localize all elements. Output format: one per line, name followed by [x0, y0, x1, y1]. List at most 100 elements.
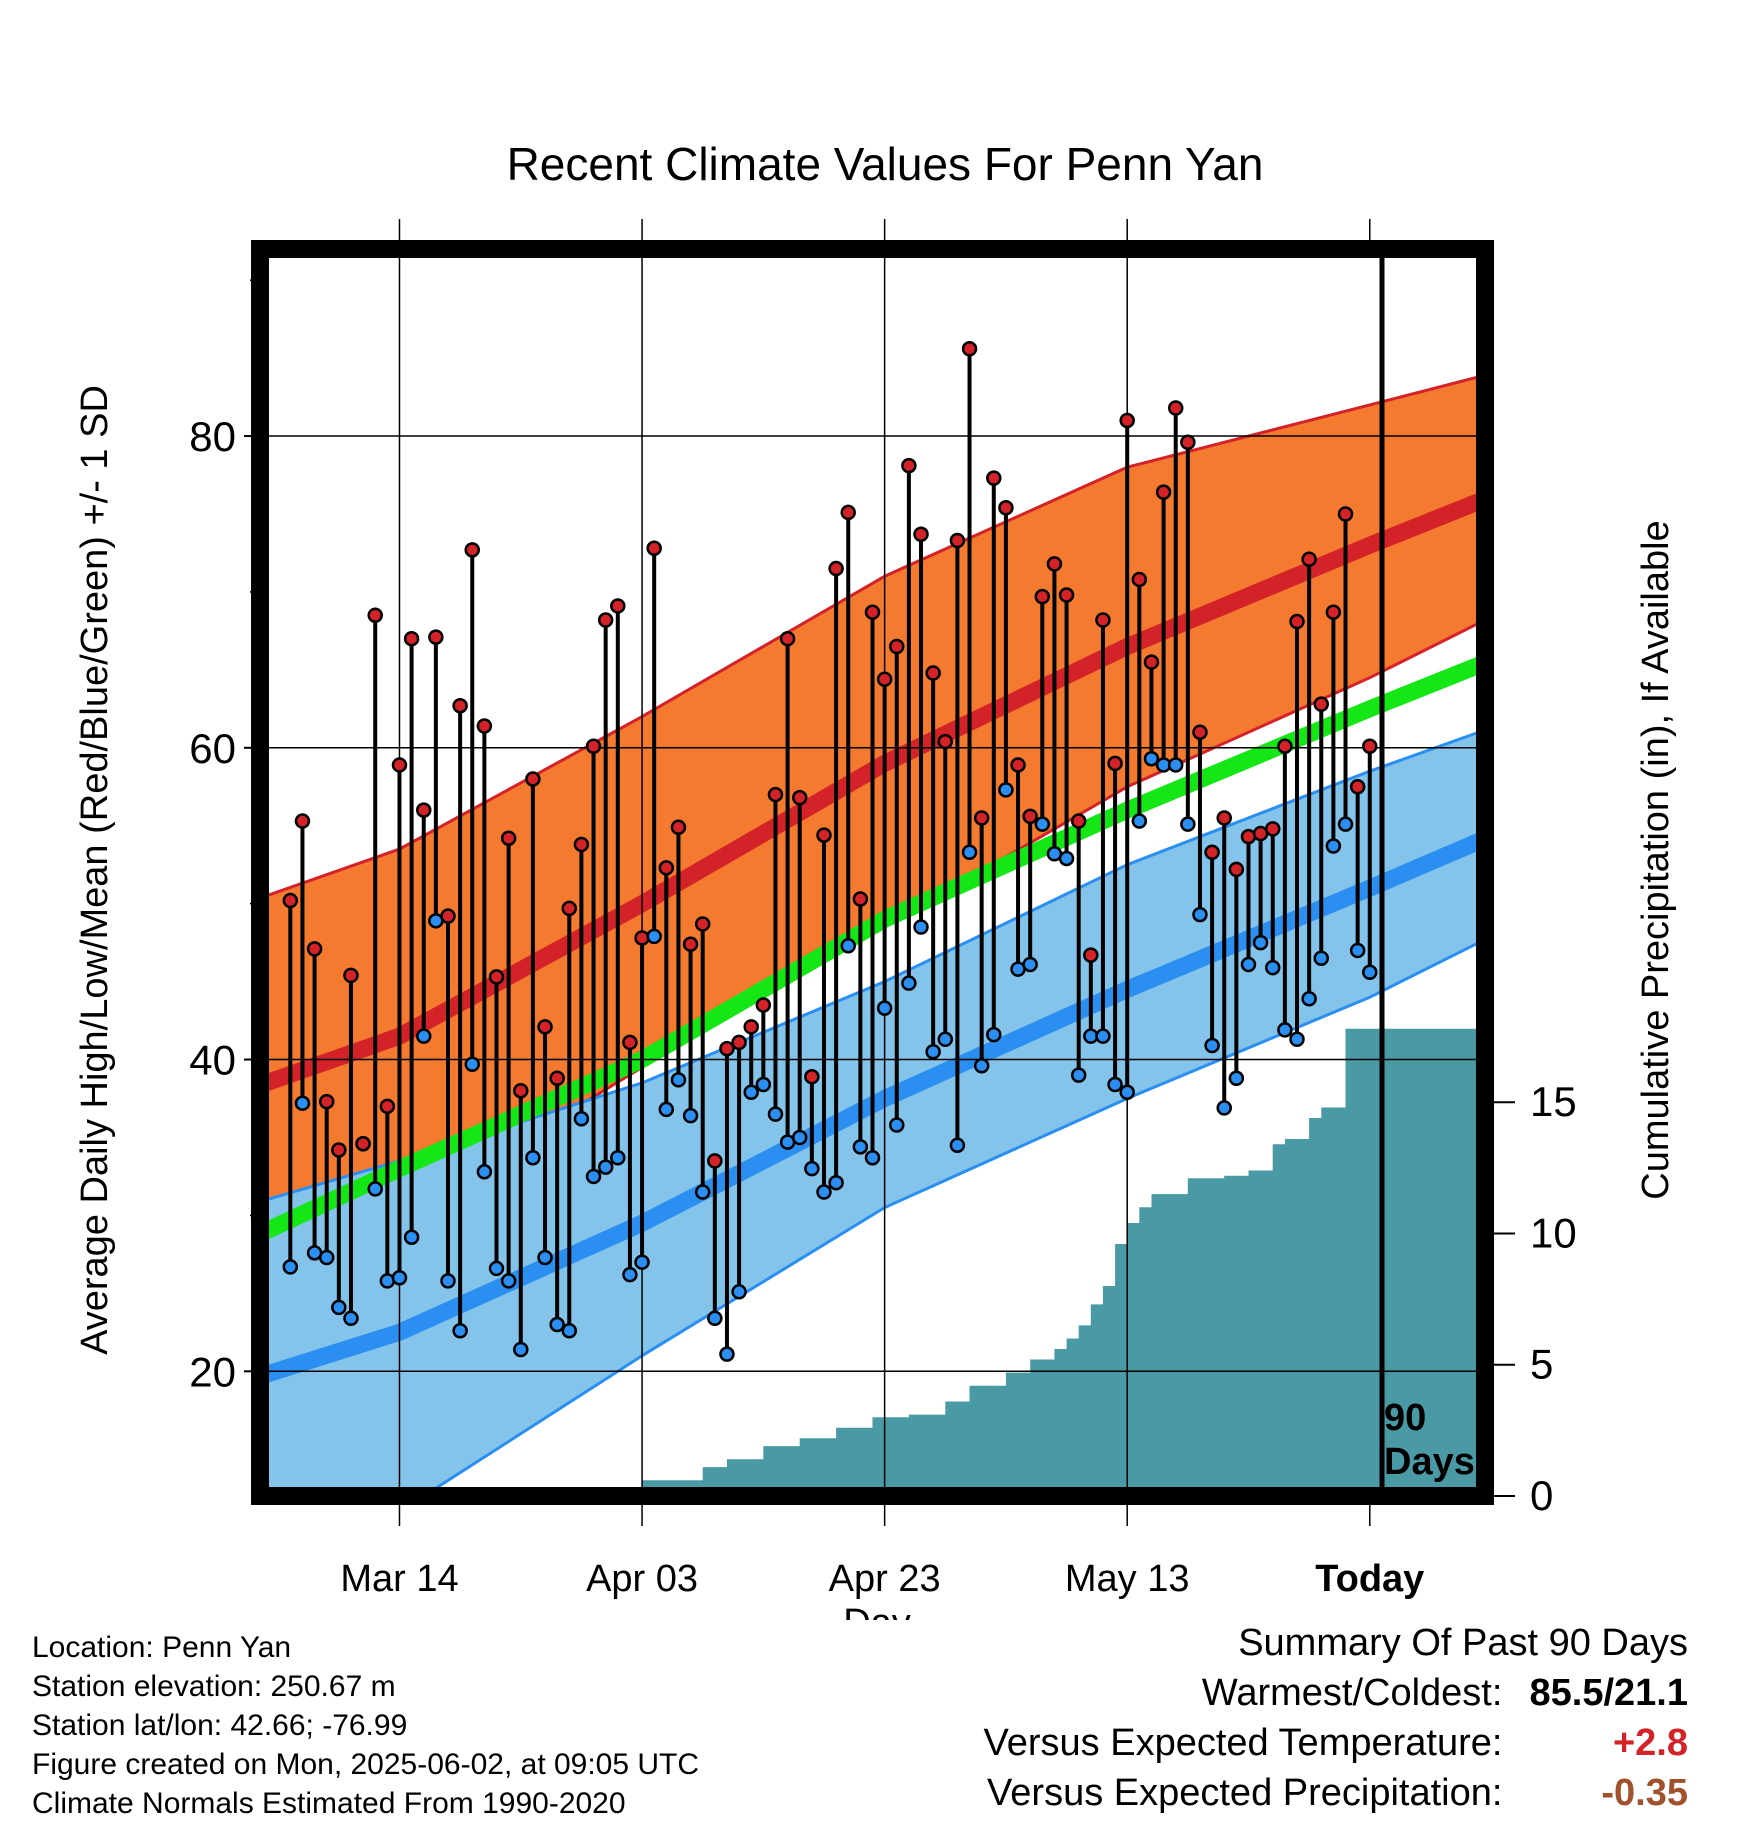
daily-high-point — [852, 891, 869, 907]
daily-low-point — [852, 1139, 869, 1155]
daily-low-point — [743, 1084, 759, 1101]
daily-high-point — [804, 1068, 820, 1085]
daily-low-point — [500, 1273, 517, 1289]
daily-low-point — [719, 1346, 735, 1362]
daily-low-point — [986, 1026, 1002, 1043]
plot-area — [260, 249, 1485, 1496]
daily-low-point — [973, 1058, 990, 1074]
daily-high-point — [913, 526, 929, 543]
daily-high-point — [791, 789, 808, 806]
daily-low-point — [1143, 750, 1160, 767]
daily-low-point — [391, 1270, 408, 1286]
station-info: Location: Penn Yan Station elevation: 25… — [32, 1628, 699, 1823]
daily-low-point — [646, 928, 662, 945]
daily-high-point — [1022, 808, 1038, 825]
daily-high-point — [707, 1153, 723, 1169]
daily-high-point — [986, 470, 1002, 486]
daily-high-point — [925, 665, 941, 681]
daily-high-point — [440, 908, 456, 924]
summary-precipitation: Versus Expected Precipitation: -0.35 — [984, 1768, 1688, 1818]
climate-chart: Recent Climate Values For Penn Yan 90 Da… — [74, 138, 1677, 1620]
daily-high-point — [1119, 412, 1135, 429]
daily-low-point — [1022, 956, 1038, 973]
chart-title: Recent Climate Values For Penn Yan — [507, 138, 1264, 190]
daily-low-point — [1277, 1022, 1293, 1038]
daily-high-point — [1155, 484, 1172, 500]
daily-high-point — [379, 1098, 396, 1115]
summary-warmest-coldest: Warmest/Coldest: 85.5/21.1 — [984, 1668, 1688, 1718]
daily-high-point — [1046, 556, 1063, 572]
daily-low-point — [573, 1111, 590, 1127]
x-axis-label: Day — [843, 1602, 911, 1620]
daily-low-point — [622, 1266, 638, 1283]
daily-high-point — [464, 542, 481, 558]
daily-low-point — [1349, 942, 1366, 959]
daily-low-point — [440, 1273, 456, 1289]
daily-high-point — [816, 827, 832, 843]
daily-low-point — [949, 1137, 966, 1154]
daily-low-point — [1070, 1067, 1087, 1083]
daily-high-point — [694, 916, 711, 932]
daily-high-point — [355, 1135, 371, 1152]
daily-high-point — [1289, 613, 1305, 630]
axes: 20 40 60 80 0 5 10 15 Mar 14 Apr 03 Apr 23 May 13 To… — [189, 219, 1577, 1600]
daily-low-point — [694, 1184, 711, 1200]
daily-high-point — [1228, 861, 1245, 878]
cumulative-precipitation-area — [266, 1028, 1479, 1496]
daily-low-point — [597, 1159, 614, 1175]
daily-high-point — [1204, 844, 1220, 860]
daily-high-point — [403, 630, 420, 647]
y-axis-label-left: Average Daily High/Low/Mean (Red/Blue/Gr… — [74, 385, 116, 1355]
daily-low-point — [1167, 757, 1184, 773]
daily-low-point — [707, 1310, 723, 1327]
daily-low-point — [634, 1254, 650, 1270]
daily-low-point — [1337, 816, 1354, 832]
x-tick-label: Apr 23 — [829, 1558, 941, 1600]
daily-high-point — [961, 341, 978, 357]
x-tick-label: Apr 03 — [586, 1558, 698, 1600]
info-normals: Climate Normals Estimated From 1990-2020 — [32, 1787, 626, 1820]
daily-low-point — [1313, 950, 1330, 966]
daily-high-point — [415, 802, 432, 818]
daily-high-point — [610, 598, 626, 614]
daily-low-point — [816, 1184, 832, 1200]
daily-high-point — [1167, 400, 1184, 416]
daily-low-point — [1095, 1028, 1111, 1044]
daily-high-point — [306, 941, 323, 957]
daily-high-point — [597, 612, 614, 628]
plot-frame — [251, 240, 1494, 1505]
temp-anomaly-value: +2.8 — [1612, 1722, 1688, 1764]
daily-low-point — [1107, 1076, 1123, 1093]
daily-high-point — [1143, 654, 1160, 670]
y-left-tick-label: 20 — [189, 1348, 236, 1395]
daily-high-point — [549, 1070, 565, 1087]
daily-low-point — [403, 1229, 420, 1245]
daily-low-point — [585, 1168, 602, 1185]
daily-high-point — [998, 500, 1014, 516]
daily-high-point — [1325, 604, 1342, 620]
y-right-tick-label: 0 — [1530, 1472, 1553, 1519]
daily-low-point — [840, 938, 856, 954]
daily-low-point — [1216, 1100, 1232, 1116]
daily-low-point — [561, 1323, 578, 1339]
daily-low-point — [1034, 816, 1051, 832]
daily-high-point — [1095, 612, 1111, 628]
y-right-tick-label: 5 — [1530, 1341, 1553, 1388]
daily-high-point — [488, 969, 505, 985]
daily-high-point — [949, 532, 966, 549]
daily-high-point — [1083, 947, 1099, 963]
precip-anomaly-value: -0.35 — [1601, 1772, 1688, 1814]
daily-high-point — [476, 718, 493, 734]
daily-high-point — [367, 607, 383, 624]
daily-high-point — [1034, 588, 1051, 605]
info-latlon: Station lat/lon: 42.66; -76.99 — [32, 1709, 408, 1742]
daily-high-point — [1070, 813, 1087, 829]
daily-low-point — [913, 919, 929, 935]
summary-title: Summary Of Past 90 Days — [1238, 1622, 1688, 1664]
daily-low-point — [525, 1150, 541, 1166]
daily-low-point — [731, 1284, 747, 1300]
daily-high-point — [767, 786, 784, 803]
warmest-coldest-value: 85.5/21.1 — [1529, 1672, 1688, 1714]
daily-high-point — [282, 892, 299, 909]
daily-low-point — [1362, 964, 1378, 981]
